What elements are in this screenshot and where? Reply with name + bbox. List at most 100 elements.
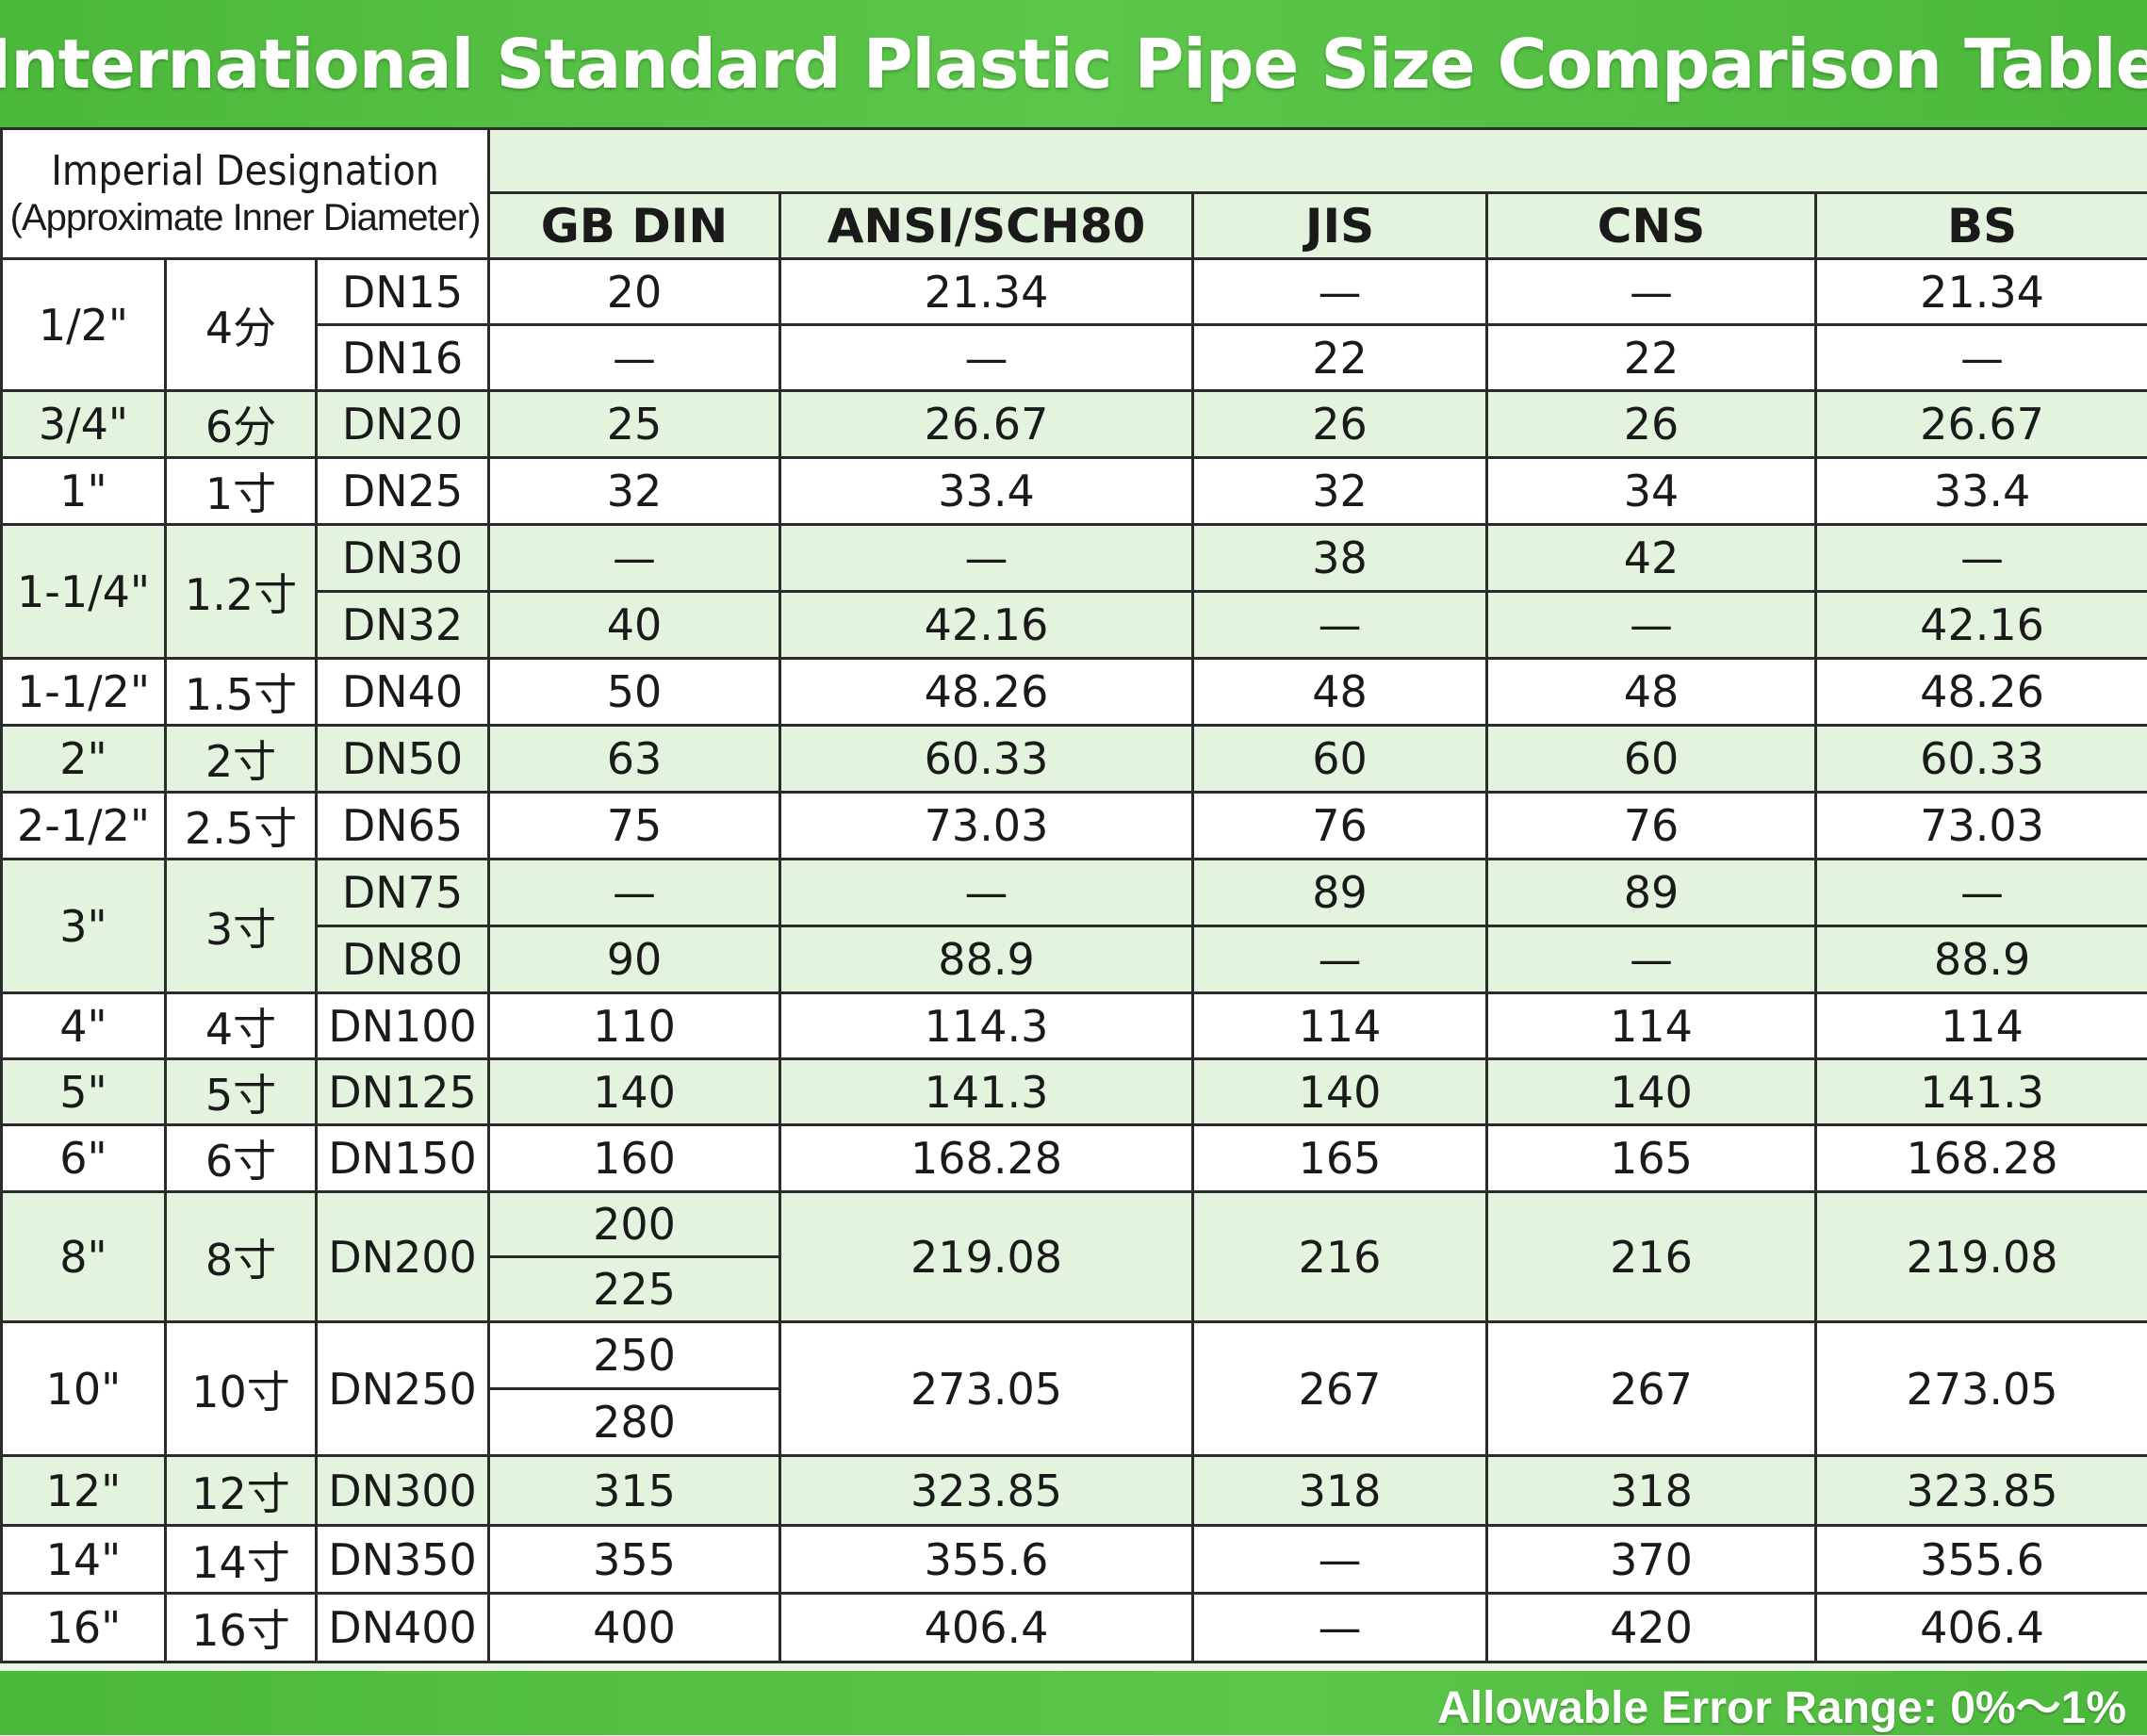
table-row: 1/2" 4分 DN15 20 21.34 — — 21.34	[2, 259, 2147, 325]
col-header-gb-din: GB DIN	[489, 193, 780, 259]
bs-cell: 48.26	[1816, 659, 2147, 726]
gb-din-cell: —	[489, 525, 780, 592]
table-row: 16" 16寸 DN400 400 406.4 — 420 406.4	[2, 1594, 2147, 1662]
ansi-cell: 73.03	[780, 793, 1193, 860]
cn-size-cell: 1寸	[166, 458, 317, 525]
cn-size-cell: 2.5寸	[166, 793, 317, 860]
inch-cell: 4"	[2, 993, 166, 1059]
inch-cell: 1-1/2"	[2, 659, 166, 726]
ansi-cell: —	[780, 860, 1193, 926]
jis-cell: 318	[1193, 1456, 1487, 1526]
dn-cell: DN400	[317, 1594, 489, 1662]
inch-cell: 2-1/2"	[2, 793, 166, 860]
cn-size-cell: 12寸	[166, 1456, 317, 1526]
ansi-cell: 60.33	[780, 726, 1193, 793]
title-bar: International Standard Plastic Pipe Size…	[0, 0, 2147, 127]
table-row: 8" 8寸 DN200 200 219.08 216 216 219.08	[2, 1192, 2147, 1257]
table-row: 5" 5寸 DN125 140 141.3 140 140 141.3	[2, 1059, 2147, 1125]
ansi-cell: 355.6	[780, 1526, 1193, 1594]
cns-cell: 114	[1487, 993, 1816, 1059]
gb-din-cell: 160	[489, 1125, 780, 1192]
bs-cell: 42.16	[1816, 592, 2147, 659]
dn-cell: DN250	[317, 1322, 489, 1456]
jis-cell: —	[1193, 1594, 1487, 1662]
table-row: DN16 — — 22 22 —	[2, 325, 2147, 391]
cns-cell: 267	[1487, 1322, 1816, 1456]
bs-cell: 355.6	[1816, 1526, 2147, 1594]
gb-din-cell: 25	[489, 391, 780, 458]
cns-cell: 216	[1487, 1192, 1816, 1322]
cns-cell: 26	[1487, 391, 1816, 458]
dn-cell: DN350	[317, 1526, 489, 1594]
gb-din-cell: 20	[489, 259, 780, 325]
ansi-cell: 42.16	[780, 592, 1193, 659]
cn-size-cell: 6分	[166, 391, 317, 458]
cn-size-cell: 8寸	[166, 1192, 317, 1322]
ansi-cell: 48.26	[780, 659, 1193, 726]
table-row: 1-1/4" 1.2寸 DN30 — — 38 42 —	[2, 525, 2147, 592]
cns-cell: 48	[1487, 659, 1816, 726]
cn-size-cell: 1.2寸	[166, 525, 317, 659]
inch-cell: 5"	[2, 1059, 166, 1125]
ansi-cell: 323.85	[780, 1456, 1193, 1526]
jis-cell: 114	[1193, 993, 1487, 1059]
error-range-note: Allowable Error Range: 0%～1%	[1437, 1670, 2126, 1736]
ansi-cell: —	[780, 325, 1193, 391]
table-row: 12" 12寸 DN300 315 323.85 318 318 323.85	[2, 1456, 2147, 1526]
pipe-size-table: Imperial Designation (Approximate Inner …	[0, 127, 2147, 1663]
ansi-cell: 273.05	[780, 1322, 1193, 1456]
gb-din-cell: 90	[489, 926, 780, 993]
bs-cell: 114	[1816, 993, 2147, 1059]
dn-cell: DN16	[317, 325, 489, 391]
bs-cell: 33.4	[1816, 458, 2147, 525]
cn-size-cell: 5寸	[166, 1059, 317, 1125]
ansi-cell: —	[780, 525, 1193, 592]
col-header-ansi-sch80: ANSI/SCH80	[780, 193, 1193, 259]
gb-din-cell: 32	[489, 458, 780, 525]
cn-size-cell: 6寸	[166, 1125, 317, 1192]
dn-cell: DN125	[317, 1059, 489, 1125]
bs-cell: —	[1816, 525, 2147, 592]
dn-cell: DN300	[317, 1456, 489, 1526]
ansi-cell: 168.28	[780, 1125, 1193, 1192]
cns-cell: 22	[1487, 325, 1816, 391]
bs-cell: 406.4	[1816, 1594, 2147, 1662]
inch-cell: 14"	[2, 1526, 166, 1594]
ansi-cell: 219.08	[780, 1192, 1193, 1322]
inch-cell: 1"	[2, 458, 166, 525]
gb-din-cell: 110	[489, 993, 780, 1059]
gb-din-cell: 225	[489, 1257, 780, 1322]
cns-cell: 89	[1487, 860, 1816, 926]
ansi-cell: 88.9	[780, 926, 1193, 993]
jis-cell: 216	[1193, 1192, 1487, 1322]
cns-cell: 318	[1487, 1456, 1816, 1526]
gb-din-cell: 355	[489, 1526, 780, 1594]
bs-cell: 141.3	[1816, 1059, 2147, 1125]
jis-cell: 165	[1193, 1125, 1487, 1192]
footer-bar: Allowable Error Range: 0%～1%	[0, 1671, 2147, 1735]
dn-cell: DN32	[317, 592, 489, 659]
dn-cell: DN20	[317, 391, 489, 458]
table-row: 1-1/2" 1.5寸 DN40 50 48.26 48 48 48.26	[2, 659, 2147, 726]
gb-din-cell: 75	[489, 793, 780, 860]
bs-cell: 26.67	[1816, 391, 2147, 458]
jis-cell: —	[1193, 592, 1487, 659]
page-title: International Standard Plastic Pipe Size…	[0, 25, 2147, 104]
inch-cell: 2"	[2, 726, 166, 793]
bs-cell: —	[1816, 860, 2147, 926]
dn-cell: DN80	[317, 926, 489, 993]
cns-cell: 34	[1487, 458, 1816, 525]
cn-size-cell: 3寸	[166, 860, 317, 993]
header-spacer	[489, 129, 2147, 193]
inch-cell: 8"	[2, 1192, 166, 1322]
bs-cell: 323.85	[1816, 1456, 2147, 1526]
gb-din-cell: 50	[489, 659, 780, 726]
bs-cell: 88.9	[1816, 926, 2147, 993]
ansi-cell: 33.4	[780, 458, 1193, 525]
ansi-cell: 141.3	[780, 1059, 1193, 1125]
jis-cell: —	[1193, 1526, 1487, 1594]
cn-size-cell: 10寸	[166, 1322, 317, 1456]
imperial-designation-header: Imperial Designation (Approximate Inner …	[2, 129, 489, 259]
gb-din-cell: 250	[489, 1322, 780, 1389]
jis-cell: 32	[1193, 458, 1487, 525]
